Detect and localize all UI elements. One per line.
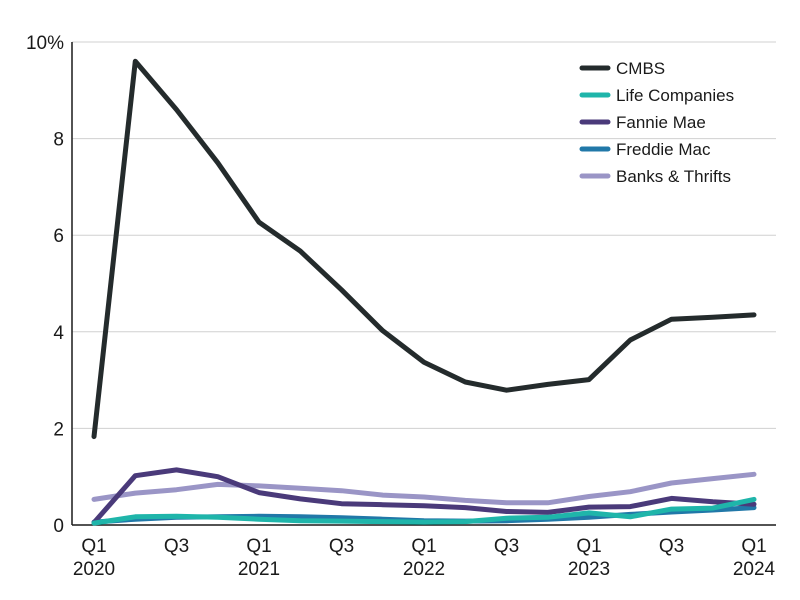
x-tick-year-label: 2024 [733,559,776,580]
y-tick-label: 8 [53,130,64,151]
series-line-banks-thrifts [91,471,757,506]
x-tick-year-label: 2022 [403,559,445,580]
y-tick-label: 4 [53,323,64,344]
series-line-life-companies [91,496,757,526]
series-lines [91,58,757,526]
legend-label: Banks & Thrifts [616,167,731,186]
x-tick-year-label: 2021 [238,559,280,580]
series-line-fannie-mae [91,467,757,526]
y-tick-label: 2 [53,419,64,440]
y-tick-label: 10% [26,33,64,54]
legend: CMBS Life Companies Fannie Mae Freddie Mac B… [579,59,734,186]
legend-label: Fannie Mae [616,113,706,132]
x-tick-label: Q1 [81,536,106,557]
x-tick-year-label: 2020 [73,559,115,580]
x-tick-label: Q1 [246,536,271,557]
x-tick-label: Q1 [411,536,436,557]
x-tick-year-label: 2023 [568,559,610,580]
gridlines [72,41,776,429]
x-tick-label: Q1 [576,536,601,557]
series-line-cmbs [91,58,757,440]
legend-label: Life Companies [616,86,734,105]
x-tick-label: Q3 [494,536,519,557]
legend-label: Freddie Mac [616,140,711,159]
y-tick-label: 6 [53,226,64,247]
x-tick-label: Q1 [741,536,766,557]
x-tick-label: Q3 [659,536,684,557]
x-tick-label: Q3 [329,536,354,557]
y-tick-label: 0 [53,516,64,537]
x-tick-label: Q3 [164,536,189,557]
legend-label: CMBS [616,59,665,78]
y-axis: 0 2 4 6 8 10% [26,33,776,537]
